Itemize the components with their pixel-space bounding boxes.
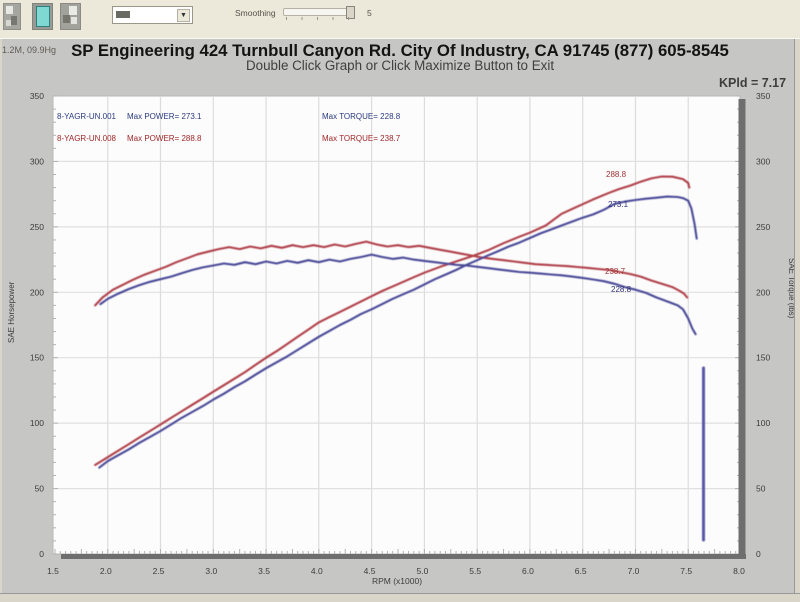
svg-text:Max POWER= 288.8: Max POWER= 288.8 [127,134,202,143]
svg-text:7.5: 7.5 [680,566,692,576]
svg-text:50: 50 [35,484,45,494]
svg-text:8-YAGR-UN.001: 8-YAGR-UN.001 [57,112,117,121]
svg-text:300: 300 [30,156,44,166]
svg-text:7.0: 7.0 [628,566,640,576]
svg-text:Max TORQUE= 228.8: Max TORQUE= 228.8 [322,112,401,121]
svg-text:SAE Horsepower: SAE Horsepower [7,281,16,343]
svg-text:3.0: 3.0 [205,566,217,576]
svg-text:100: 100 [30,418,44,428]
svg-text:100: 100 [756,418,770,428]
svg-text:RPM (x1000): RPM (x1000) [372,576,422,586]
svg-text:4.5: 4.5 [364,566,376,576]
svg-text:238.7: 238.7 [605,267,626,276]
svg-text:150: 150 [30,353,44,363]
svg-text:5.5: 5.5 [469,566,481,576]
svg-text:288.8: 288.8 [606,170,627,179]
svg-text:50: 50 [756,484,766,494]
svg-text:6.0: 6.0 [522,566,534,576]
svg-text:0: 0 [39,549,44,559]
svg-text:250: 250 [756,222,770,232]
svg-text:Max POWER= 273.1: Max POWER= 273.1 [127,112,202,121]
svg-text:2.5: 2.5 [153,566,165,576]
svg-text:273.1: 273.1 [608,200,629,209]
svg-text:5.0: 5.0 [416,566,428,576]
svg-text:228.8: 228.8 [611,285,632,294]
svg-text:200: 200 [30,287,44,297]
svg-text:350: 350 [30,91,44,101]
svg-text:350: 350 [756,91,770,101]
svg-text:SAE Torque (lbs): SAE Torque (lbs) [787,258,796,319]
svg-text:6.5: 6.5 [575,566,587,576]
svg-text:3.5: 3.5 [258,566,270,576]
svg-text:8-YAGR-UN.008: 8-YAGR-UN.008 [57,134,117,143]
svg-text:0: 0 [756,549,761,559]
svg-text:4.0: 4.0 [311,566,323,576]
svg-text:8.0: 8.0 [733,566,745,576]
svg-text:300: 300 [756,156,770,166]
svg-text:150: 150 [756,353,770,363]
svg-text:250: 250 [30,222,44,232]
svg-text:1.5: 1.5 [47,566,59,576]
svg-text:Max TORQUE= 238.7: Max TORQUE= 238.7 [322,134,401,143]
svg-text:200: 200 [756,287,770,297]
svg-text:2.0: 2.0 [100,566,112,576]
